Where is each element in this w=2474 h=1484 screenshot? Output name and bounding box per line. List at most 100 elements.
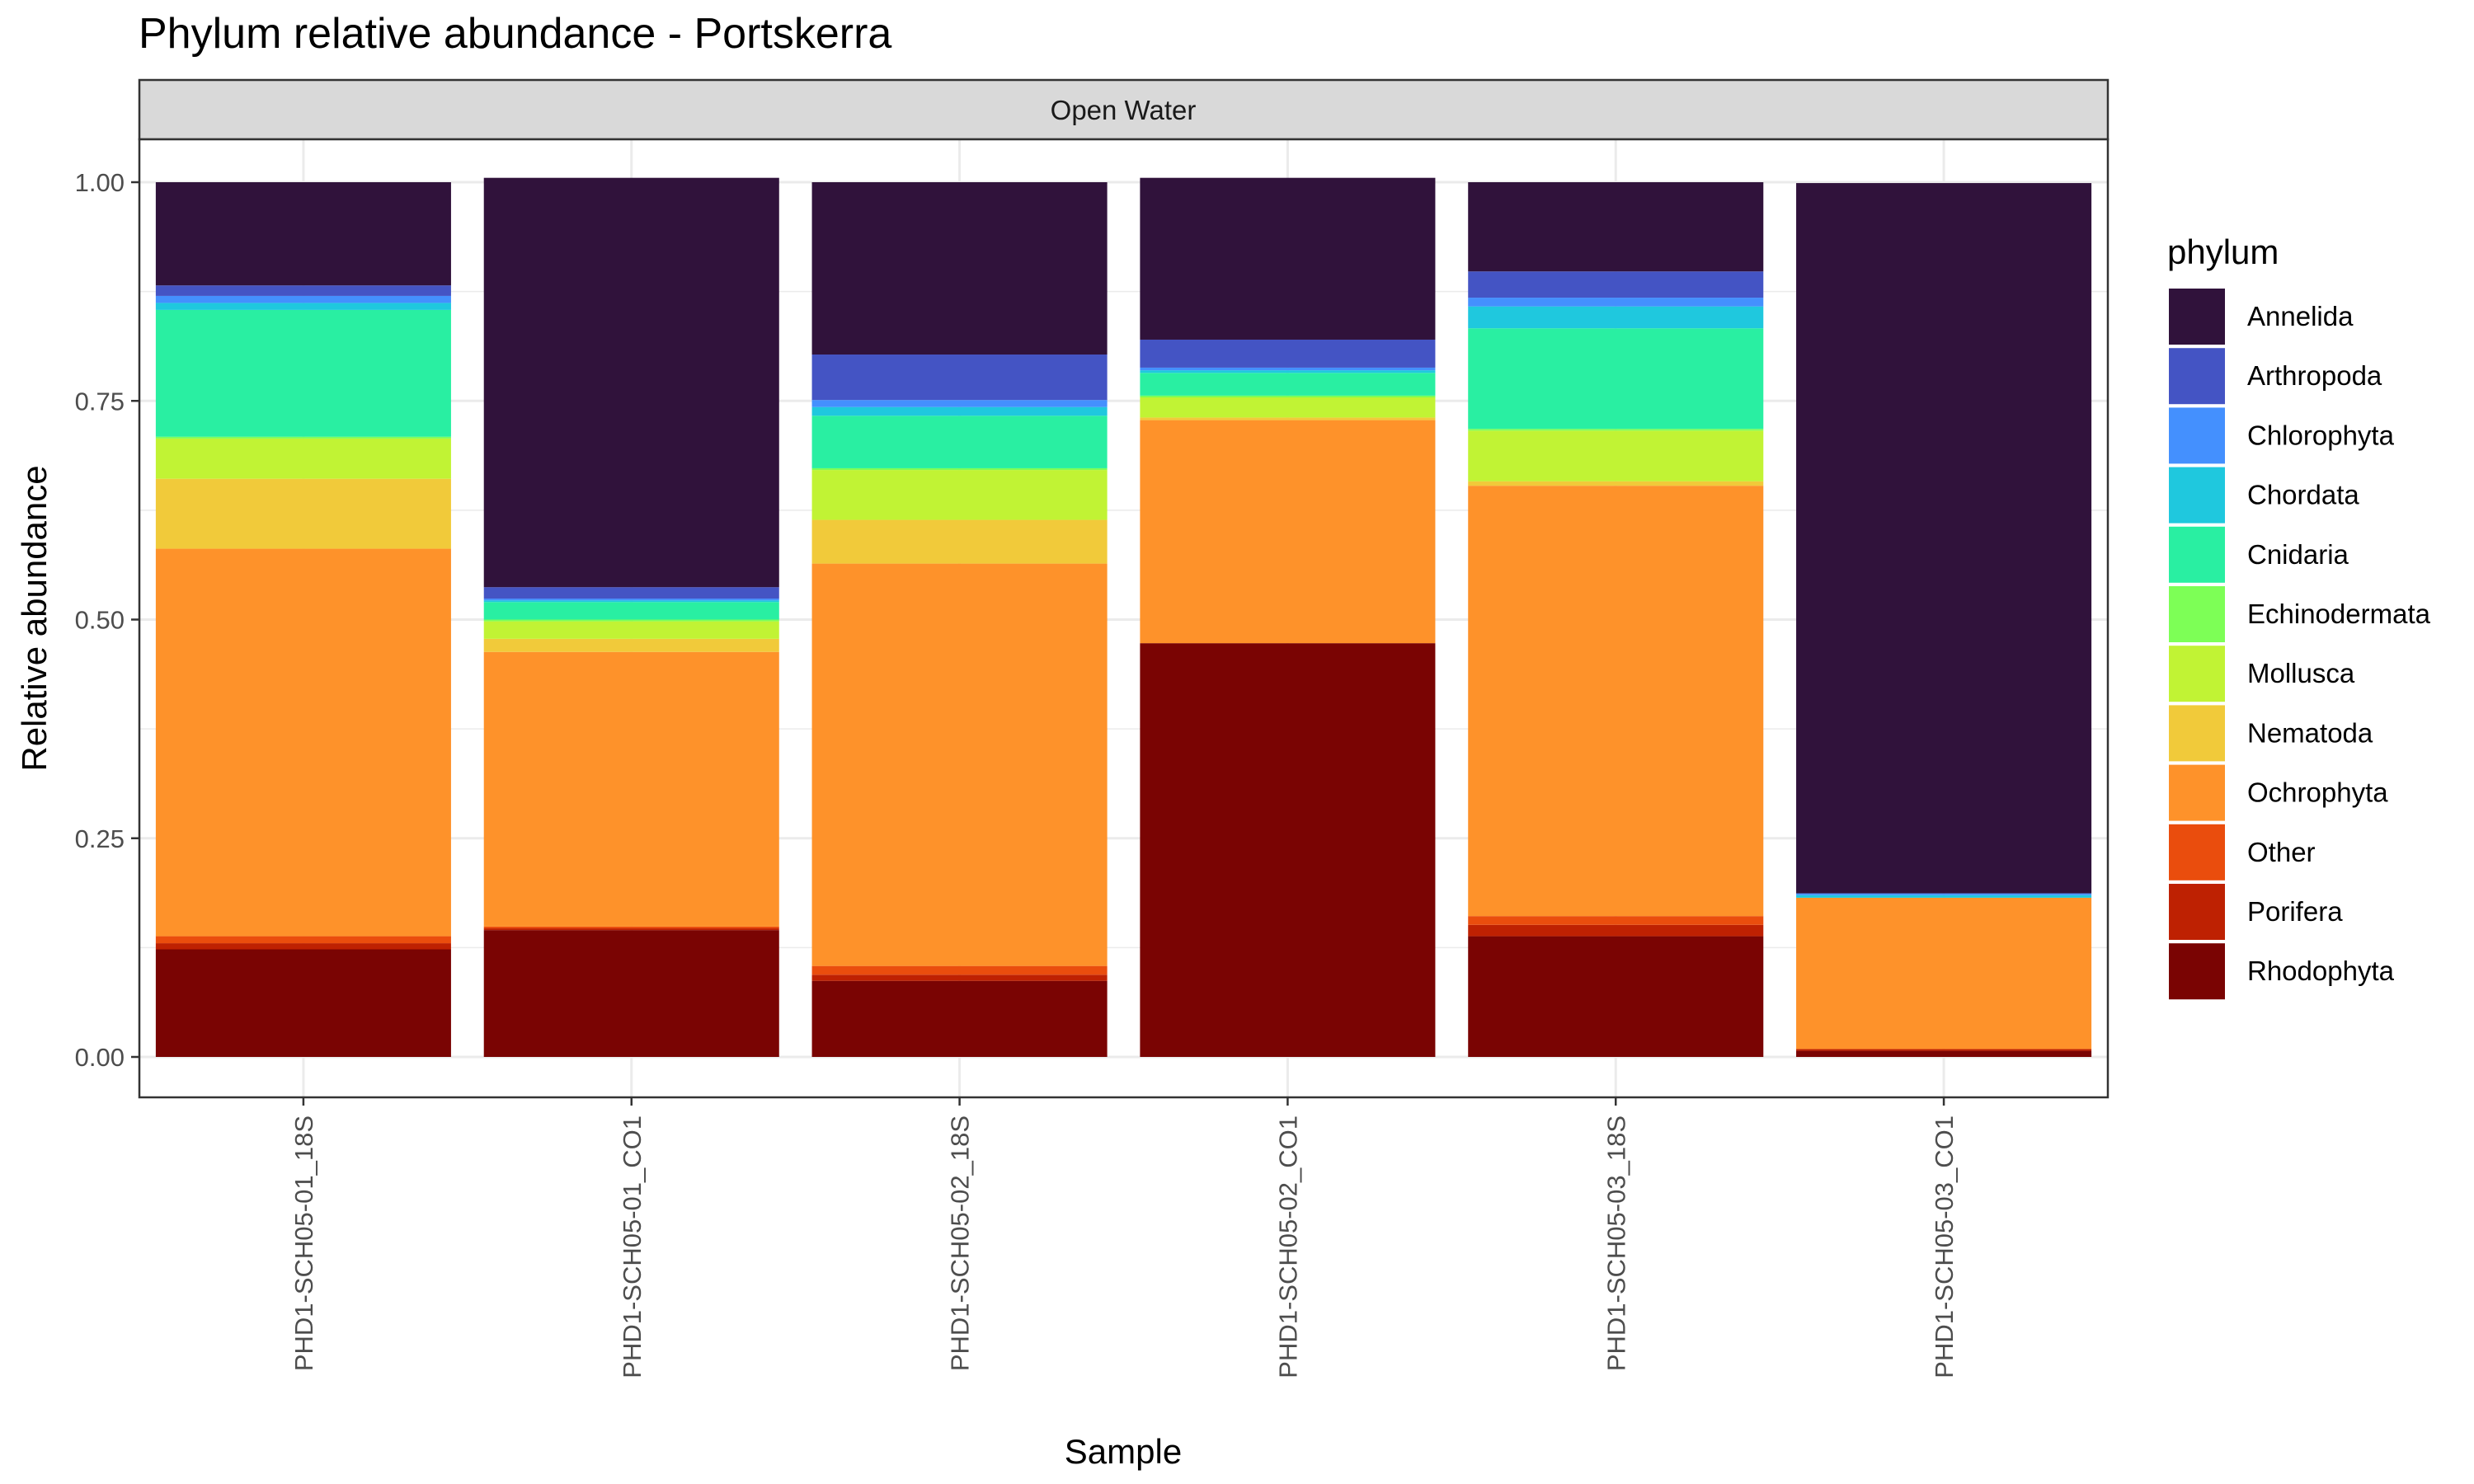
- bar-segment-ochrophyta: [483, 651, 779, 927]
- bar-segment-echinodermata: [1140, 395, 1436, 398]
- bar-segment-other: [483, 926, 779, 929]
- legend-key: [2169, 289, 2225, 345]
- bars: [155, 177, 2092, 1057]
- legend-key: [2169, 467, 2225, 524]
- bar-segment-mollusca: [811, 470, 1108, 520]
- legend-key: [2169, 646, 2225, 702]
- bar-segment-arthropoda: [1468, 271, 1764, 298]
- bar-segment-rhodophyta: [1796, 1050, 2092, 1057]
- bar-segment-chordata: [811, 406, 1108, 416]
- legend-key: [2169, 764, 2225, 821]
- bar-segment-cnidaria: [1140, 373, 1436, 396]
- bar-segment-rhodophyta: [155, 949, 451, 1057]
- bar-segment-chordata: [1468, 306, 1764, 329]
- x-axis: PHD1-SCH05-01_18S PHD1-SCH05-01_CO1 PHD1-S…: [289, 1097, 1959, 1378]
- x-axis-title: Sample: [1065, 1432, 1182, 1471]
- x-tick-label: PHD1-SCH05-02_CO1: [1273, 1115, 1302, 1378]
- legend-label: Mollusca: [2247, 658, 2355, 688]
- bar-segment-chlorophyta: [483, 599, 779, 601]
- bar-segment-arthropoda: [811, 355, 1108, 401]
- legend-label: Arthropoda: [2247, 360, 2382, 391]
- bar-segment-chlorophyta: [1140, 367, 1436, 371]
- bar-segment-ochrophyta: [1796, 897, 2092, 1050]
- legend-label: Annelida: [2247, 301, 2354, 331]
- y-axis-title: Relative abundance: [15, 465, 54, 771]
- bar-segment-cnidaria: [1468, 328, 1764, 430]
- bar-segment-rhodophyta: [483, 930, 779, 1057]
- legend: phylum Annelida Arthropoda Chlorophyta Chor…: [2167, 232, 2431, 1000]
- bar-segment-ochrophyta: [811, 563, 1108, 966]
- bar-segment-nematoda: [1468, 481, 1764, 486]
- y-tick-label: 0.00: [75, 1043, 125, 1072]
- bar-segment-chordata: [155, 303, 451, 310]
- legend-title: phylum: [2167, 232, 2279, 271]
- bar-segment-echinodermata: [155, 436, 451, 439]
- y-axis: 0.00 0.25 0.50 0.75 1.00: [75, 168, 139, 1072]
- bar-segment-rhodophyta: [1140, 643, 1436, 1057]
- bar-segment-chordata: [1796, 895, 2092, 898]
- bar-segment-annelida: [1796, 183, 2092, 894]
- bar-segment-ochrophyta: [155, 548, 451, 937]
- bar-segment-porifera: [155, 943, 451, 950]
- bar-segment-rhodophyta: [811, 980, 1108, 1057]
- bar-segment-annelida: [1468, 182, 1764, 272]
- bar-segment-cnidaria: [811, 416, 1108, 468]
- legend-key: [2169, 586, 2225, 642]
- legend-key: [2169, 526, 2225, 583]
- bar-segment-arthropoda: [155, 285, 451, 296]
- bar-segment-cnidaria: [155, 309, 451, 437]
- bar-segment-arthropoda: [1140, 339, 1436, 368]
- legend-key: [2169, 348, 2225, 405]
- bar-segment-cnidaria: [483, 602, 779, 620]
- chart-title: Phylum relative abundance - Portskerra: [139, 10, 891, 58]
- legend-key: [2169, 824, 2225, 881]
- bar-segment-mollusca: [483, 621, 779, 639]
- bar-segment-rhodophyta: [1468, 936, 1764, 1057]
- x-tick-label: PHD1-SCH05-03_18S: [1602, 1115, 1630, 1371]
- bar-segment-chlorophyta: [811, 400, 1108, 407]
- bar-segment-annelida: [1140, 177, 1436, 340]
- bar-segment-porifera: [483, 928, 779, 931]
- bar-segment-ochrophyta: [1140, 420, 1436, 644]
- legend-label: Other: [2247, 837, 2316, 867]
- y-tick-label: 0.75: [75, 387, 125, 416]
- bar-segment-nematoda: [483, 638, 779, 652]
- bar-segment-chlorophyta: [155, 295, 451, 303]
- y-tick-label: 1.00: [75, 168, 125, 197]
- bar-segment-echinodermata: [1468, 429, 1764, 431]
- bar-segment-echinodermata: [483, 619, 779, 622]
- bar-segment-other: [155, 936, 451, 944]
- legend-label: Ochrophyta: [2247, 777, 2388, 808]
- x-tick-label: PHD1-SCH05-03_CO1: [1930, 1115, 1959, 1378]
- bar-segment-chlorophyta: [1796, 893, 2092, 895]
- legend-key: [2169, 884, 2225, 940]
- panel-border: [138, 138, 2109, 1099]
- bar-segment-nematoda: [155, 478, 451, 549]
- bar-segment-nematoda: [1140, 417, 1436, 420]
- x-tick-label: PHD1-SCH05-01_CO1: [618, 1115, 647, 1378]
- bar-segment-mollusca: [1468, 430, 1764, 481]
- bar-segment-ochrophyta: [1468, 486, 1764, 917]
- legend-label: Rhodophyta: [2247, 956, 2395, 986]
- bar-segment-annelida: [483, 177, 779, 588]
- bar-segment-chlorophyta: [1468, 298, 1764, 307]
- bar-segment-other: [1468, 916, 1764, 925]
- legend-label: Cnidaria: [2247, 539, 2349, 570]
- legend-label: Echinodermata: [2247, 599, 2431, 629]
- facet-label: Open Water: [1051, 95, 1197, 125]
- bar-segment-porifera: [1468, 924, 1764, 937]
- x-tick-label: PHD1-SCH05-02_18S: [946, 1115, 975, 1371]
- legend-key: [2169, 407, 2225, 464]
- legend-label: Nematoda: [2247, 717, 2373, 748]
- bar-segment-porifera: [811, 974, 1108, 981]
- bar-segment-mollusca: [155, 438, 451, 479]
- facet-strip: [138, 78, 2109, 141]
- bar-segment-chordata: [483, 600, 779, 603]
- x-tick-label: PHD1-SCH05-01_18S: [289, 1115, 318, 1371]
- bar-segment-nematoda: [811, 519, 1108, 564]
- y-tick-label: 0.50: [75, 606, 125, 635]
- legend-label: Chordata: [2247, 480, 2359, 510]
- legend-key: [2169, 943, 2225, 1000]
- bar-segment-other: [811, 965, 1108, 975]
